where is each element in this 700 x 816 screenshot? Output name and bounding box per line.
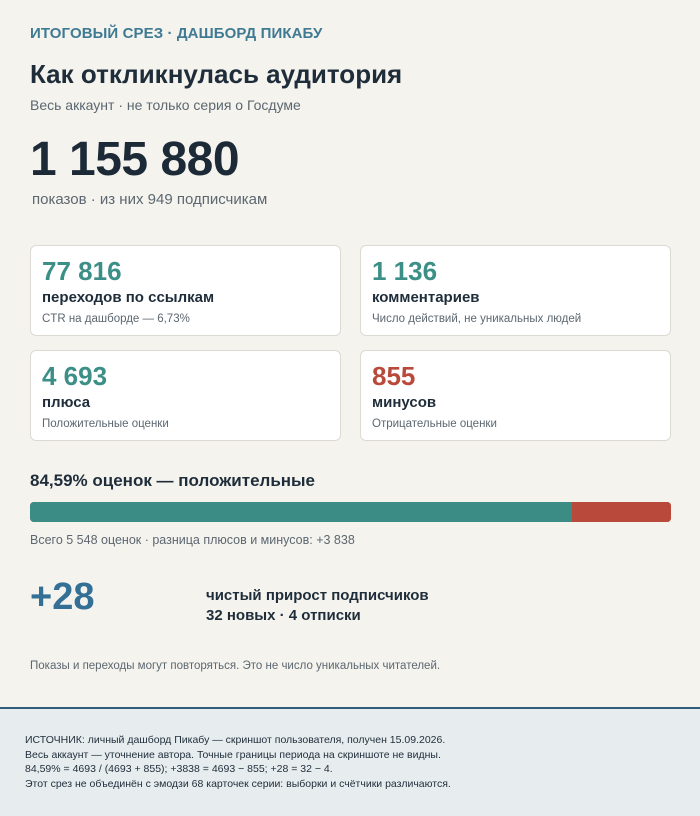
rating-bar-positive [30,502,573,522]
stat-note: CTR на дашборде — 6,73% [42,313,190,325]
ratio-caption: Всего 5 548 оценок · разница плюсов и ми… [30,533,355,547]
footer-line: Этот срез не объединён с эмодзи 68 карто… [25,777,451,790]
stat-note: Положительные оценки [42,418,169,430]
stat-label: переходов по ссылкам [42,289,215,306]
eyebrow-label: ИТОГОВЫЙ СРЕЗ · ДАШБОРД ПИКАБУ [30,25,323,42]
stat-label: минусов [372,394,437,411]
subscriber-net-detail: 32 новых · 4 отписки [206,607,361,624]
impressions-caption: показов · из них 949 подписчикам [32,191,268,208]
stat-card-downvotes: 855 минусов Отрицательные оценки [360,350,671,441]
footer-line: ИСТОЧНИК: личный дашборд Пикабу — скринш… [25,734,446,746]
stat-value: 4 693 [42,361,108,391]
disclaimer-text: Показы и переходы могут повторяться. Это… [30,660,441,672]
stat-label: плюса [42,394,91,411]
stat-note: Отрицательные оценки [372,418,497,430]
impressions-total: 1 155 880 [30,133,240,186]
source-footer: ИСТОЧНИК: личный дашборд Пикабу — скринш… [0,707,700,816]
rating-ratio-bar [30,502,671,522]
footer-line: Весь аккаунт — уточнение автора. Точные … [25,748,441,761]
subscriber-net-value: +28 [30,576,95,618]
subscriber-net-label: чистый прирост подписчиков [206,587,429,604]
stat-card-upvotes: 4 693 плюса Положительные оценки [30,350,341,441]
ratio-title: 84,59% оценок — положительные [30,471,316,490]
stat-value: 77 816 [42,256,122,286]
rating-bar-negative [572,502,671,522]
page-subtitle: Весь аккаунт · не только серия о Госдуме [30,97,301,113]
stat-card-link-clicks: 77 816 переходов по ссылкам CTR на дашбо… [30,245,341,336]
stat-note: Число действий, не уникальных людей [372,313,582,325]
footer-line: 84,59% = 4693 / (4693 + 855); +3838 = 46… [25,763,333,775]
stat-value: 1 136 [372,256,438,286]
stat-value: 855 [372,361,416,391]
stat-card-comments: 1 136 комментариев Число действий, не ун… [360,245,671,336]
page-title: Как откликнулась аудитория [30,59,403,89]
stat-label: комментариев [372,289,480,306]
